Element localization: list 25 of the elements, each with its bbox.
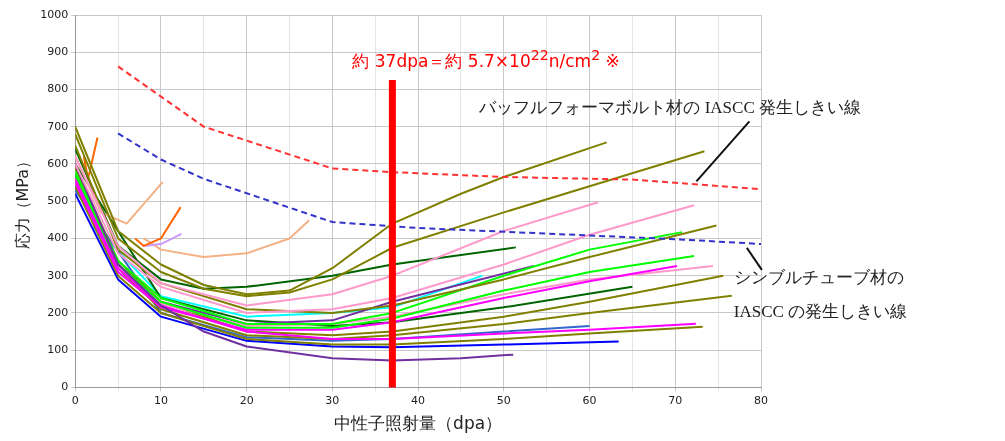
y-tick-label: 900 (47, 45, 69, 59)
x-axis-title: 中性子照射量（dpa） (334, 413, 503, 434)
y-axis-title: 応力（MPa） (12, 152, 32, 250)
x-tick-label: 40 (411, 393, 426, 407)
y-tick-label: 600 (47, 156, 69, 170)
annotation: バッフルフォーマボルト材の IASCC 発生しきい線 (479, 97, 861, 120)
annotation: シンブルチューブ材の IASCC の発生しきい線 (733, 266, 908, 323)
x-tick-label: 30 (325, 393, 340, 407)
y-tick-label: 0 (61, 380, 69, 394)
y-tick-label: 700 (47, 119, 69, 133)
y-tick-label: 300 (47, 268, 69, 282)
y-tick-label: 800 (47, 82, 69, 96)
x-tick-label: 0 (71, 393, 79, 407)
x-tick-label: 60 (582, 393, 597, 407)
y-tick-label: 500 (47, 194, 69, 208)
x-tick-label: 80 (754, 393, 768, 407)
x-tick-label: 50 (496, 393, 511, 407)
y-tick-label: 100 (47, 343, 69, 357)
ref-line-label: 約 37dpa＝約 5.7×10$^{22}$n/cm$^{2}$ ※ (352, 47, 620, 73)
x-tick-label: 20 (239, 393, 254, 407)
y-tick-label: 200 (47, 305, 69, 319)
x-tick-label: 70 (668, 393, 683, 407)
y-tick-label: 400 (47, 231, 69, 245)
y-tick-label: 1000 (40, 7, 69, 21)
x-tick-label: 10 (153, 393, 168, 407)
